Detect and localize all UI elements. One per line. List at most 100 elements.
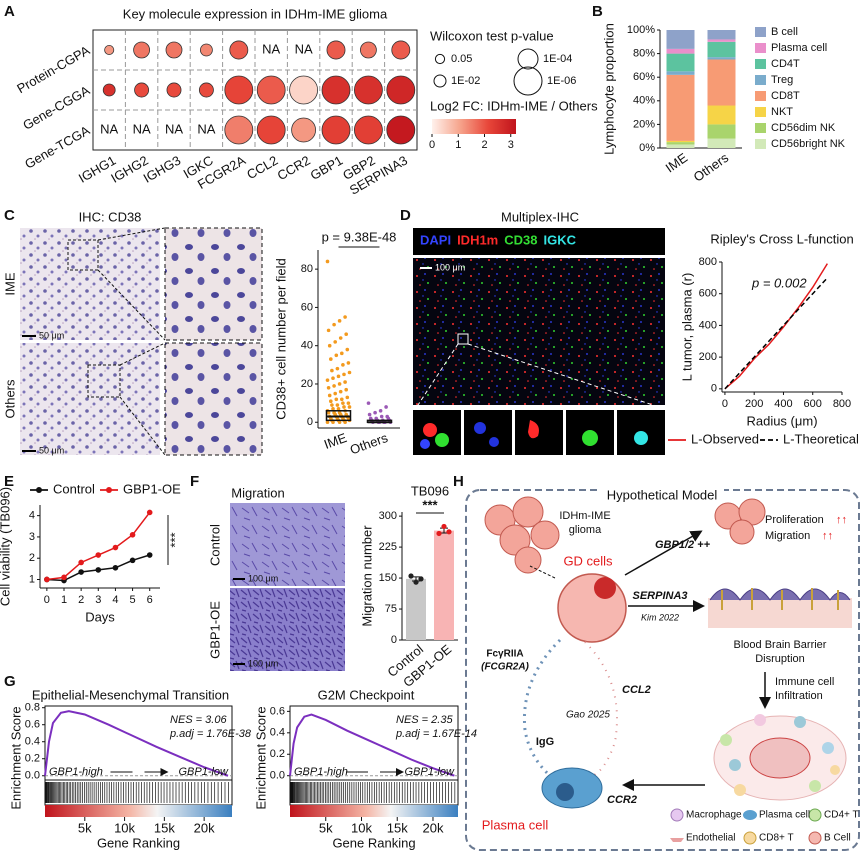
point <box>44 576 50 583</box>
color-legend-title: Log2 FC: IDHm-IME / Others <box>430 98 598 113</box>
channel-label: IGKC <box>544 232 577 247</box>
annotation: p = 9.38E-48 <box>322 229 397 244</box>
ccl2-gradient <box>584 641 618 778</box>
size-legend-key <box>517 48 539 70</box>
ihc-image <box>20 343 160 455</box>
x-tick-label: 15k <box>387 820 408 835</box>
y-tick-label: 100% <box>627 24 655 36</box>
channel-label: CD38 <box>504 232 537 247</box>
panel-label: B <box>592 3 603 20</box>
colorbar-tick-label: 2 <box>481 139 487 151</box>
migration-image <box>230 503 345 586</box>
point <box>333 340 338 344</box>
panel-label: C <box>4 207 15 224</box>
panel-title: Migration <box>231 485 284 500</box>
point <box>129 557 136 564</box>
ihc-image <box>20 228 160 340</box>
ihc-zoom <box>164 227 263 341</box>
model-diagram: Hypothetical Model IDHm-IME glioma GD ce… <box>465 487 860 851</box>
point <box>332 384 336 388</box>
point <box>343 380 347 384</box>
y-tick-label: 40% <box>633 95 655 107</box>
point <box>325 259 330 264</box>
y-tick-label: 0% <box>639 142 655 154</box>
legend-swatch <box>755 27 766 37</box>
y-tick-label: 800 <box>699 256 717 268</box>
y-tick-label: 0.2 <box>25 753 40 765</box>
bar-segment <box>707 124 736 139</box>
point <box>343 420 347 425</box>
zoom-box <box>67 239 99 271</box>
series-line <box>724 263 829 390</box>
label: Proliferation <box>765 514 824 526</box>
size-legend-label: 1E-06 <box>547 75 576 87</box>
scale-label: 50 μm <box>39 445 64 455</box>
x-tick-label: 2 <box>78 594 84 606</box>
x-tick-label: 20k <box>422 820 443 835</box>
point <box>61 574 67 581</box>
na-label: NA <box>100 121 118 136</box>
size-legend-label: 1E-02 <box>451 75 480 87</box>
y-tick-label: 0.0 <box>25 770 40 782</box>
label: CCL2 <box>622 684 651 696</box>
y-axis-label: Cell viability (TB096) <box>0 487 12 606</box>
y-axis-label: L tumor, plasma (r) <box>679 273 694 382</box>
point <box>333 391 338 396</box>
y-tick-label: 80% <box>633 48 655 60</box>
thumb <box>413 410 461 455</box>
point <box>346 361 351 365</box>
x-tick-label: 200 <box>745 398 763 410</box>
colorbar-tick-label: 1 <box>455 139 461 151</box>
y-tick-label: 3 <box>29 531 35 543</box>
direction-label: GBP1-high <box>49 766 103 778</box>
point <box>342 372 346 377</box>
label: CCR2 <box>607 794 637 806</box>
y-axis-label: Migration number <box>359 525 374 627</box>
point <box>408 573 414 579</box>
x-tick-label: 6 <box>147 594 153 606</box>
row-label: GBP1-OE <box>207 601 222 659</box>
point <box>345 395 350 400</box>
x-tick-label: 10k <box>351 820 372 835</box>
point <box>373 410 377 415</box>
x-tick-label: 5k <box>78 820 92 835</box>
x-tick-label: 5 <box>130 594 136 606</box>
size-legend-key <box>513 66 543 96</box>
tumor-cluster <box>484 496 560 574</box>
x-tick-label: 0 <box>722 398 728 410</box>
bar-segment <box>666 71 695 75</box>
annotation: *** <box>167 532 182 547</box>
point <box>436 530 442 537</box>
x-tick-label: 10k <box>114 820 135 835</box>
zoom-box <box>87 364 121 398</box>
legend-swatch <box>755 139 766 149</box>
bubble <box>326 40 346 60</box>
scale-label: 50 μm <box>39 330 64 340</box>
scale-label: 100 μm <box>248 658 278 668</box>
x-tick-label: 4 <box>112 594 118 606</box>
legend-label: Control <box>53 481 95 496</box>
ihc-zoom <box>164 342 263 456</box>
rank-metric-bar <box>290 805 458 817</box>
legend-swatch <box>755 43 766 53</box>
size-legend-key <box>434 53 446 65</box>
point <box>366 401 371 405</box>
legend-label: B Cell <box>824 833 851 844</box>
point <box>341 401 345 405</box>
x-tick-label: 400 <box>774 398 792 410</box>
bubble <box>291 117 317 143</box>
label: Blood Brain Barrier <box>734 639 827 651</box>
label: glioma <box>569 524 602 536</box>
column-label: CCR2 <box>275 153 313 184</box>
gd-cell <box>557 573 627 643</box>
bubble <box>256 75 286 105</box>
bar <box>434 530 454 640</box>
direction-label: GBP1-low <box>178 766 229 778</box>
row-label: Control <box>207 524 222 566</box>
label: ↑↑ <box>836 514 847 526</box>
colorbar-tick-label: 0 <box>429 139 435 151</box>
point <box>413 579 419 585</box>
y-tick-label: 0.6 <box>25 719 40 731</box>
bubble <box>353 75 383 105</box>
bubble <box>256 115 286 145</box>
